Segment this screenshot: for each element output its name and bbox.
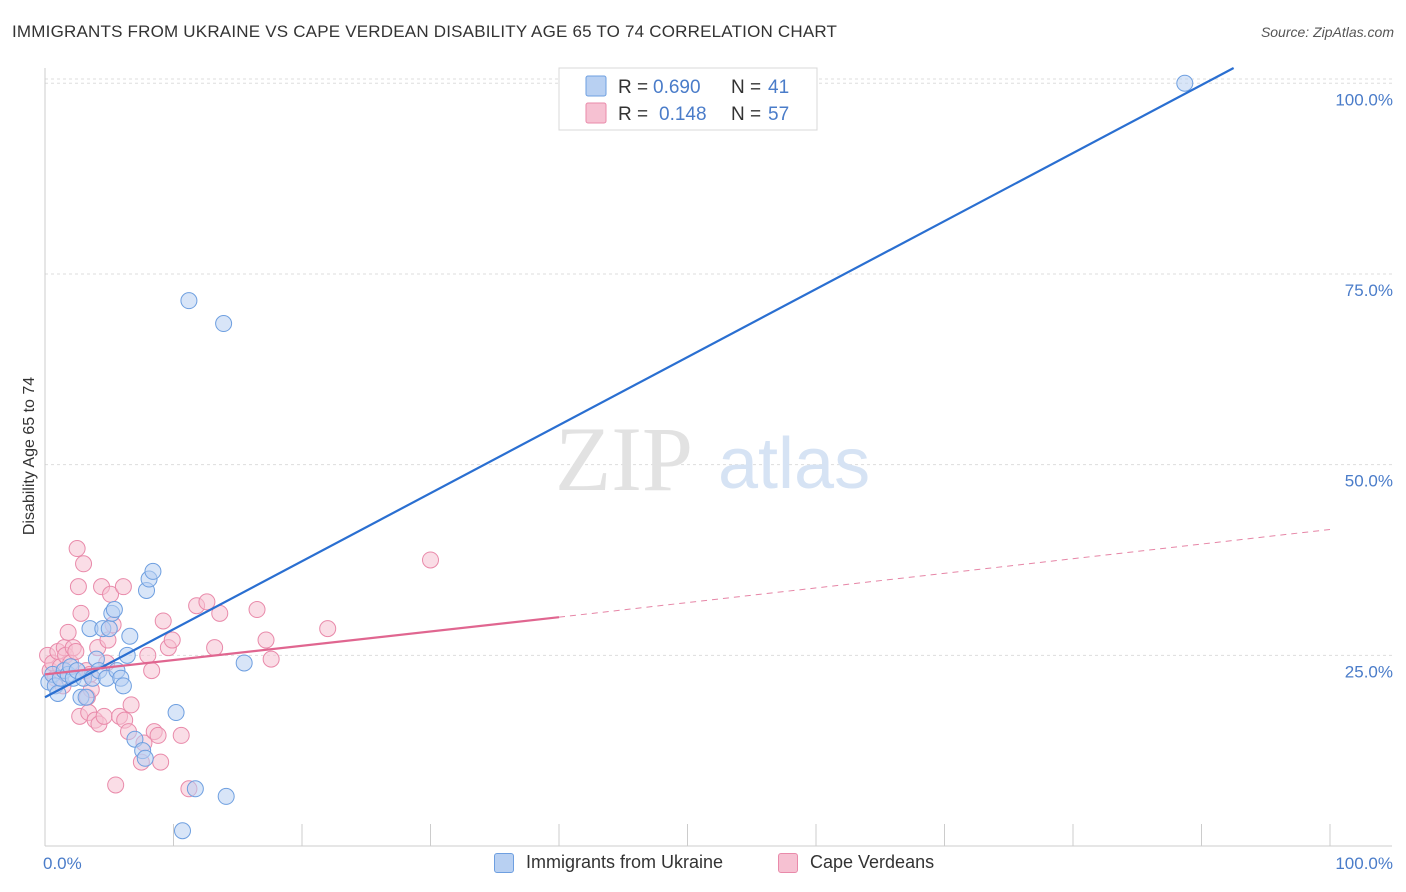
- legend-bottom-swatch-ukraine: [494, 852, 514, 873]
- cape-verdeans-point-37: [122, 696, 140, 714]
- ukraine-point-21: [105, 601, 123, 619]
- legend-top: R = 0.690 N = 41 R = 0.148 N = 57: [558, 67, 818, 131]
- ukraine-point-26: [121, 627, 139, 645]
- legend-bottom-label-ukraine: Immigrants from Ukraine: [526, 852, 724, 872]
- ukraine-point-32: [144, 562, 162, 580]
- legend-n-label-2: N =: [731, 104, 761, 125]
- x-tick-label-min: 0.0%: [43, 854, 82, 873]
- cape-verdeans-point-57: [319, 620, 337, 638]
- chart-title: IMMIGRANTS FROM UKRAINE VS CAPE VERDEAN …: [12, 22, 838, 41]
- cape-verdeans-point-56: [262, 650, 280, 668]
- legend-bottom-swatch-cape-verdeans: [778, 852, 798, 873]
- ukraine-point-38: [217, 787, 235, 805]
- cape-verdeans-trend-line: [44, 616, 560, 676]
- cape-verdeans-point-52: [206, 639, 224, 657]
- axes: 25.0% 50.0% 75.0% 100.0% 0.0% 100.0%: [43, 68, 1393, 873]
- cape-verdeans-point-14: [69, 578, 87, 596]
- cape-verdeans-point-40: [139, 646, 157, 664]
- ukraine-point-34: [173, 822, 191, 840]
- legend-n-label-1: N =: [731, 77, 761, 98]
- ukraine-point-24: [114, 677, 132, 695]
- cape-verdeans-point-34: [114, 578, 132, 596]
- ukraine-point-39: [235, 654, 253, 672]
- source-label: Source: ZipAtlas.com: [1260, 24, 1394, 40]
- legend-r-value-2: 0.148: [659, 104, 707, 125]
- legend-n-value-1: 41: [768, 77, 789, 98]
- ukraine-point-35: [180, 292, 198, 310]
- ukraine-point-29: [136, 749, 154, 767]
- ukraine-point-36: [186, 780, 204, 798]
- x-tick-label-max: 100.0%: [1335, 854, 1393, 873]
- legend-bottom-label-cape-verdeans: Cape Verdeans: [810, 852, 935, 872]
- y-tick-label-50: 50.0%: [1345, 472, 1393, 491]
- legend-item-cape-verdeans: Cape Verdeans: [778, 852, 934, 873]
- legend-swatch-cape-verdeans: [585, 102, 607, 124]
- cape-verdeans-point-32: [107, 776, 125, 794]
- cape-verdeans-point-12: [67, 643, 85, 660]
- ukraine-point-37: [215, 315, 233, 333]
- watermark-atlas: atlas: [718, 424, 870, 504]
- legend-r-value-1: 0.690: [653, 77, 701, 98]
- cape-verdeans-point-45: [154, 612, 172, 630]
- ukraine-point-19: [100, 620, 118, 638]
- cape-verdeans-point-47: [163, 631, 181, 649]
- ukraine-point-40: [1176, 74, 1194, 92]
- cape-verdeans-point-27: [95, 707, 113, 725]
- cape-verdeans-point-43: [149, 726, 167, 744]
- cape-verdeans-point-9: [59, 623, 77, 641]
- trend-lines: [44, 67, 1331, 699]
- cape-verdeans-point-55: [257, 631, 275, 649]
- ukraine-point-12: [77, 688, 95, 706]
- legend-bottom: Immigrants from Ukraine Cape Verdeans: [0, 852, 1406, 878]
- ukraine-point-33: [167, 704, 185, 722]
- cape-verdeans-point-51: [198, 593, 216, 611]
- cape-verdeans-point-54: [248, 601, 266, 619]
- legend-r-label-1: R =: [618, 77, 648, 98]
- ukraine-trend-line: [44, 67, 1235, 699]
- legend-swatch-ukraine: [585, 75, 607, 97]
- cape-verdeans-trend-extension: [558, 528, 1331, 618]
- cape-verdeans-point-16: [72, 604, 90, 622]
- y-axis-title: Disability Age 65 to 74: [21, 377, 38, 535]
- cape-verdeans-point-58: [422, 551, 439, 569]
- legend-item-ukraine: Immigrants from Ukraine: [494, 852, 723, 873]
- y-tick-label-100: 100.0%: [1335, 90, 1393, 109]
- watermark: ZIP atlas: [555, 408, 870, 510]
- cape-verdeans-point-48: [172, 726, 190, 744]
- cape-verdeans-point-41: [143, 662, 161, 680]
- cape-verdeans-point-13: [68, 540, 86, 558]
- cape-verdeans-point-44: [152, 753, 170, 771]
- legend-n-value-2: 57: [768, 104, 789, 125]
- series-ukraine-points: [40, 74, 1194, 840]
- grid: [45, 78, 1392, 656]
- y-tick-label-75: 75.0%: [1345, 281, 1393, 300]
- watermark-zip: ZIP: [555, 408, 693, 510]
- legend-r-label-2: R =: [618, 104, 648, 125]
- cape-verdeans-point-17: [75, 555, 93, 573]
- y-tick-label-25: 25.0%: [1345, 662, 1393, 681]
